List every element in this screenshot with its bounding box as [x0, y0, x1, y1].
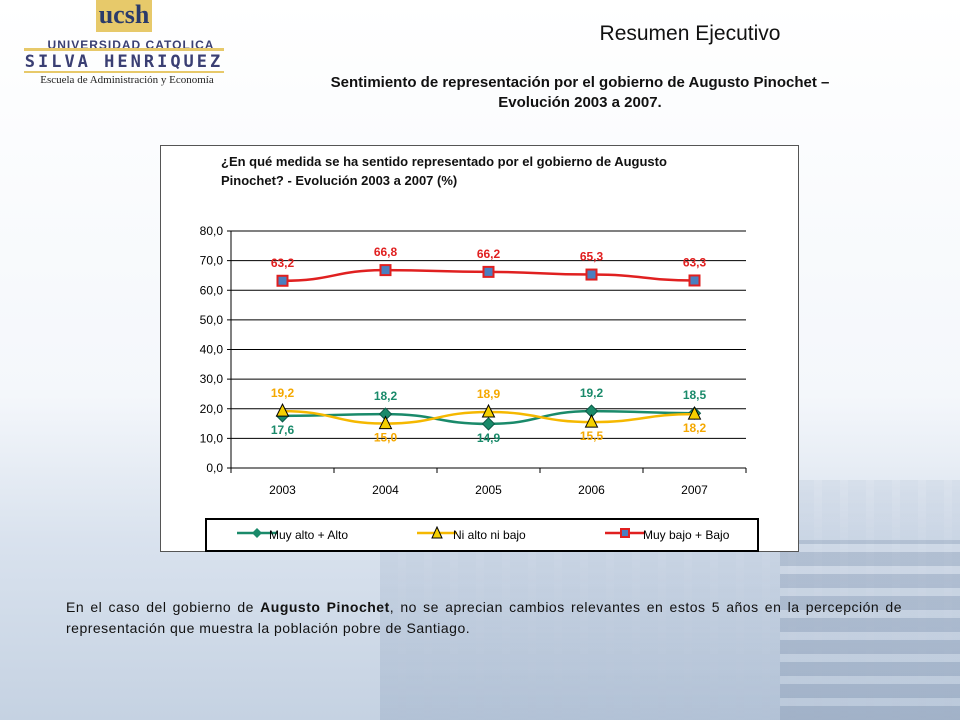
legend-label: Muy bajo + Bajo	[643, 528, 730, 542]
y-tick-label: 80,0	[200, 224, 224, 238]
page-title: Resumen Ejecutivo	[599, 22, 781, 45]
data-label: 17,6	[271, 423, 295, 437]
subtitle-line-1: Sentimiento de representación por el gob…	[330, 74, 830, 91]
legend-symbol	[605, 528, 645, 538]
data-point-diamond	[481, 417, 496, 431]
y-tick-label: 20,0	[200, 402, 224, 416]
data-point-square	[688, 274, 701, 287]
data-point-triangle	[687, 405, 702, 420]
data-point-triangle	[275, 403, 290, 417]
summary-paragraph: En el caso del gobierno de Augusto Pinoc…	[66, 597, 902, 639]
y-tick-label: 10,0	[200, 431, 224, 445]
chart-title-line-2: Pinochet? - Evolución 2003 a 2007 (%)	[221, 173, 458, 188]
data-point-square	[379, 264, 392, 277]
legend-label: Ni alto ni bajo	[453, 528, 526, 542]
y-tick-label: 30,0	[200, 372, 224, 386]
data-label: 18,2	[374, 389, 398, 403]
data-label: 15,5	[580, 429, 604, 443]
y-tick-label: 50,0	[200, 313, 224, 327]
summary-text-pre: En el caso del gobierno de	[66, 599, 261, 615]
chart-title: ¿En qué medida se ha sentido representad…	[221, 152, 721, 190]
logo-university-surname: SILVA HENRIQUEZ	[24, 52, 224, 72]
data-label: 66,8	[374, 245, 398, 259]
logo-acronym: ucsh	[96, 0, 152, 32]
data-point-square	[276, 274, 289, 287]
x-tick-label: 2007	[681, 483, 708, 497]
x-tick-label: 2006	[578, 483, 605, 497]
data-point-triangle	[481, 403, 496, 418]
logo-divider	[24, 48, 224, 51]
data-label: 66,2	[477, 247, 501, 261]
x-tick-label: 2003	[269, 483, 296, 497]
x-tick-label: 2004	[372, 483, 399, 497]
legend-symbol	[237, 528, 277, 538]
university-logo: ucsh UNIVERSIDAD CATOLICA SILVA HENRIQUE…	[10, 0, 240, 92]
data-point-square	[482, 265, 495, 278]
data-label: 19,2	[580, 386, 604, 400]
x-tick-label: 2005	[475, 483, 502, 497]
data-label: 18,2	[683, 421, 707, 435]
logo-divider-bottom	[24, 71, 224, 73]
data-label: 19,2	[271, 386, 295, 400]
data-point-triangle	[584, 413, 599, 428]
subtitle-line-2: Evolución 2003 a 2007.	[498, 94, 662, 111]
y-tick-label: 40,0	[200, 343, 224, 357]
background-building-detail	[780, 540, 960, 720]
logo-school-name: Escuela de Administración y Economía	[40, 74, 214, 86]
chart-container: ¿En qué medida se ha sentido representad…	[160, 145, 799, 552]
legend-symbol	[417, 526, 457, 539]
data-label: 18,5	[683, 388, 707, 402]
data-point-square	[585, 268, 598, 281]
legend-label: Muy alto + Alto	[269, 528, 349, 542]
data-point-triangle	[378, 415, 393, 430]
chart-legend: Muy alto + Alto Ni alto ni bajo Muy bajo +…	[205, 518, 759, 552]
line-chart-plot: 80,0 70,0 60,0 50,0 40,0 30,0 20,0 10,0 0,0 2003 2…	[200, 224, 747, 497]
data-label: 65,3	[580, 250, 604, 264]
summary-text-post: , no se aprecian cambios relevantes en e…	[66, 599, 902, 636]
y-tick-label: 70,0	[200, 254, 224, 268]
y-tick-label: 0,0	[206, 461, 223, 475]
data-label: 15,0	[374, 431, 398, 445]
slide-subtitle: Sentimiento de representación por el gob…	[270, 73, 890, 113]
summary-text-bold: Augusto Pinochet	[260, 599, 390, 615]
y-tick-label: 60,0	[200, 283, 224, 297]
data-label: 63,3	[683, 255, 707, 269]
data-label: 18,9	[477, 387, 501, 401]
data-label: 14,9	[477, 431, 501, 445]
chart-title-line-1: ¿En qué medida se ha sentido representad…	[221, 154, 667, 169]
data-label: 63,2	[271, 256, 295, 270]
